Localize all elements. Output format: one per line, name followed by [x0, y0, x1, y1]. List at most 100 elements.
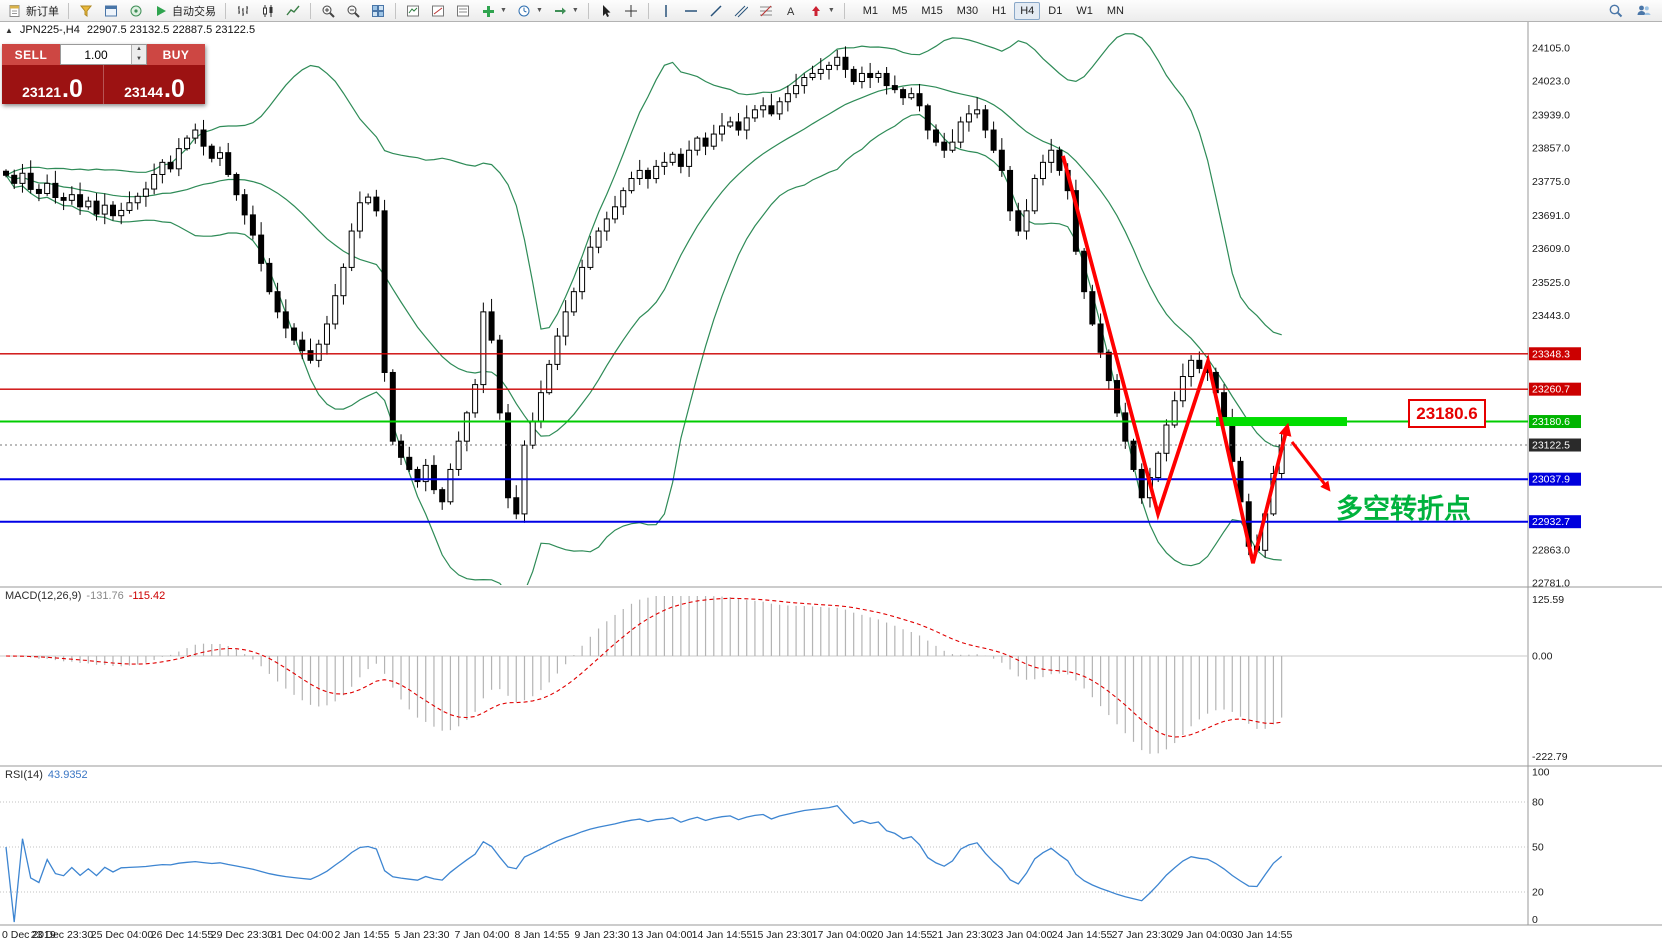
dropdown-caret-icon: ▼	[827, 7, 835, 14]
sell-price-frac: .0	[62, 75, 83, 103]
templates-icon	[455, 3, 471, 19]
sell-price[interactable]: 23121.0	[2, 65, 104, 104]
buy-button[interactable]: BUY	[147, 44, 205, 65]
time-axis-label: 5 Jan 23:30	[395, 929, 450, 941]
price-axis-label: 23609.0	[1532, 243, 1570, 255]
autotrading-button[interactable]: 自动交易	[149, 0, 220, 22]
timeframe-m5[interactable]: M5	[892, 4, 908, 17]
horizontal-line-button[interactable]	[679, 0, 703, 22]
toolbar-separator	[225, 2, 226, 19]
timeframe-d1[interactable]: D1	[1048, 4, 1063, 17]
time-axis-label: 23 Jan 04:00	[992, 929, 1053, 941]
zoom-in-icon	[320, 3, 336, 19]
text-label-button[interactable]: A	[779, 0, 803, 22]
bar-chart-button[interactable]	[231, 0, 255, 22]
cursor-button[interactable]	[594, 0, 618, 22]
dropdown-caret-icon: ▼	[500, 7, 507, 14]
buy-price-main: 23144	[124, 84, 164, 100]
buy-price[interactable]: 23144.0	[104, 65, 205, 104]
chart-shift-button[interactable]: ▼	[548, 0, 583, 22]
rsi-value: 43.9352	[47, 769, 88, 781]
period-button[interactable]: ▼	[512, 0, 547, 22]
market-watch-button[interactable]	[74, 0, 98, 22]
zoom-out-icon	[345, 3, 361, 19]
tile-windows-button[interactable]	[366, 0, 390, 22]
timeframe-h4[interactable]: H4	[1014, 1, 1041, 20]
rsi-axis-label: 0	[1532, 914, 1538, 926]
lot-decrease-button[interactable]: ▼	[132, 54, 146, 64]
zoom-out-button[interactable]	[341, 0, 365, 22]
price-tag	[1529, 382, 1581, 396]
timeframe-mn[interactable]: MN	[1106, 4, 1124, 17]
new-order-button[interactable]: 新订单	[3, 0, 63, 22]
indicators-window-button[interactable]	[401, 0, 425, 22]
rsi-axis-label: 50	[1532, 842, 1544, 854]
rsi-axis-label: 20	[1532, 887, 1544, 899]
time-axis-label: 2 Jan 14:55	[335, 929, 390, 941]
sell-button[interactable]: SELL	[2, 44, 60, 65]
toolbar-separator	[843, 2, 845, 19]
navigator-button[interactable]	[124, 0, 148, 22]
lot-size-input[interactable]: 1.00 ▲ ▼	[60, 44, 147, 65]
data-window-button[interactable]	[99, 0, 123, 22]
toolbar: 新订单 自动交易 ▼ ▼ ▼ A ▼	[0, 0, 1662, 22]
price-callout[interactable]: 23180.6	[1408, 399, 1486, 428]
price-axis-label: 23939.0	[1532, 110, 1570, 122]
vertical-line-button[interactable]	[654, 0, 678, 22]
symbol-info: ▲ JPN225-,H4 22907.5 23132.5 22887.5 231…	[5, 24, 255, 36]
templates-button[interactable]	[451, 0, 475, 22]
timeframe-m1[interactable]: M1	[862, 4, 879, 17]
macd-name: MACD(12,26,9)	[5, 590, 82, 602]
symbol-title: JPN225-,H4	[19, 24, 80, 36]
autotrading-label: 自动交易	[172, 5, 216, 18]
time-axis-label: 24 Jan 14:55	[1052, 929, 1113, 941]
objects-list-button[interactable]	[426, 0, 450, 22]
search-button[interactable]	[1603, 0, 1627, 22]
time-axis-label: 23 Dec 23:30	[31, 929, 94, 941]
channel-button[interactable]	[729, 0, 753, 22]
timeframe-m30[interactable]: M30	[956, 4, 979, 17]
trendline-button[interactable]	[704, 0, 728, 22]
fibonacci-button[interactable]	[754, 0, 778, 22]
arrows-button[interactable]: ▼	[804, 0, 839, 22]
crosshair-icon	[623, 3, 639, 19]
expand-icon[interactable]: ▲	[5, 25, 13, 35]
bar-chart-icon	[235, 3, 251, 19]
lot-increase-button[interactable]: ▲	[132, 45, 146, 55]
indicators-window-icon	[405, 3, 421, 19]
timeframe-h1[interactable]: H1	[992, 4, 1007, 17]
cursor-icon	[598, 3, 614, 19]
time-axis-label: 13 Jan 04:00	[632, 929, 693, 941]
crosshair-button[interactable]	[619, 0, 643, 22]
price-axis-label: 22863.0	[1532, 544, 1570, 556]
rsi-name: RSI(14)	[5, 769, 43, 781]
horizontal-level-lines[interactable]	[0, 353, 1528, 523]
candlestick-chart-button[interactable]	[256, 0, 280, 22]
chart-shift-icon	[552, 3, 568, 19]
zoom-in-button[interactable]	[316, 0, 340, 22]
timeframe-m15[interactable]: M15	[921, 4, 943, 17]
buy-price-frac: .0	[164, 75, 185, 103]
time-axis-label: 17 Jan 04:00	[812, 929, 873, 941]
time-axis-label: 21 Jan 23:30	[932, 929, 993, 941]
price-tag	[1529, 472, 1581, 486]
navigator-icon	[128, 3, 144, 19]
time-axis-label: 20 Jan 14:55	[872, 929, 933, 941]
bollinger-bands	[5, 33, 1282, 585]
timeframe-w1[interactable]: W1	[1076, 4, 1093, 17]
svg-text:22932.7: 22932.7	[1532, 516, 1570, 528]
trend-annotations[interactable]	[1061, 155, 1331, 564]
lot-value[interactable]: 1.00	[84, 47, 108, 62]
price-axis-label: 23443.0	[1532, 310, 1570, 322]
price-axis-label: 22781.0	[1532, 578, 1570, 590]
line-chart-button[interactable]	[281, 0, 305, 22]
tile-windows-icon	[370, 3, 386, 19]
community-button[interactable]	[1631, 0, 1655, 22]
add-indicator-button[interactable]: ▼	[476, 0, 511, 22]
price-axis-label: 23775.0	[1532, 176, 1570, 188]
time-axis-label: 27 Jan 23:30	[1112, 929, 1173, 941]
turning-point-annotation[interactable]: 多空转折点	[1336, 494, 1471, 524]
rsi-indicator-label: RSI(14) 43.9352	[5, 769, 88, 781]
